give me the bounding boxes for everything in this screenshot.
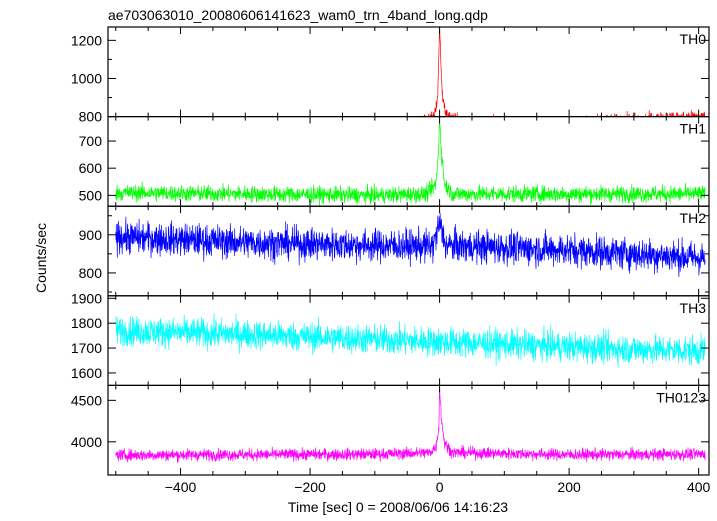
y-tick-label: 4500 — [71, 392, 102, 408]
y-tick-label: 600 — [79, 160, 103, 176]
y-tick-label: 800 — [79, 109, 103, 125]
y-tick-label: 1700 — [71, 340, 102, 356]
x-tick-label: 0 — [436, 479, 444, 495]
series-line-th3 — [115, 313, 706, 369]
y-tick-label: 700 — [79, 133, 103, 149]
panel-th0: 800 1000 1200 TH0 — [71, 26, 710, 125]
x-tick-label: −200 — [294, 479, 326, 495]
y-tick-label: 1800 — [71, 315, 102, 331]
x-tick-label: 200 — [557, 479, 581, 495]
y-tick-label: 1000 — [71, 70, 102, 86]
y-axis-label: Counts/sec — [33, 223, 49, 293]
panel-th2: 800 900 TH2 — [79, 205, 710, 297]
panel-th1: 500 600 700 TH1 — [79, 115, 710, 207]
y-tick-label: 1200 — [71, 32, 102, 48]
y-tick-label: 500 — [79, 187, 103, 203]
panel-label: TH2 — [680, 210, 707, 226]
panel-frame — [107, 26, 710, 118]
panel-th0123: 4000 4500 TH0123 — [71, 384, 710, 476]
chart-title: ae703063010_20080606141623_wam0_trn_4ban… — [108, 7, 488, 23]
y-tick-label: 900 — [79, 227, 103, 243]
series-line-th2 — [115, 212, 706, 278]
panel-label: TH0 — [680, 31, 707, 47]
x-axis: −400 −200 0 200 400 — [165, 479, 711, 495]
y-tick-label: 1900 — [71, 290, 102, 306]
series-line-th0 — [387, 27, 706, 117]
x-axis-label: Time [sec] 0 = 2008/06/06 14:16:23 — [288, 499, 508, 515]
panel-label: TH3 — [680, 300, 707, 316]
y-tick-label: 4000 — [71, 434, 102, 450]
x-tick-label: 400 — [687, 479, 711, 495]
y-tick-label: 800 — [79, 265, 103, 281]
series-line-th0123 — [115, 385, 706, 463]
panel-label: TH0123 — [656, 389, 706, 405]
panel-label: TH1 — [680, 121, 707, 137]
panel-th3: 1600 1700 1800 1900 TH3 — [71, 290, 710, 386]
y-tick-label: 1600 — [71, 365, 102, 381]
x-tick-label: −400 — [165, 479, 197, 495]
series-line-th1 — [115, 118, 706, 207]
panel-frame — [107, 384, 710, 476]
